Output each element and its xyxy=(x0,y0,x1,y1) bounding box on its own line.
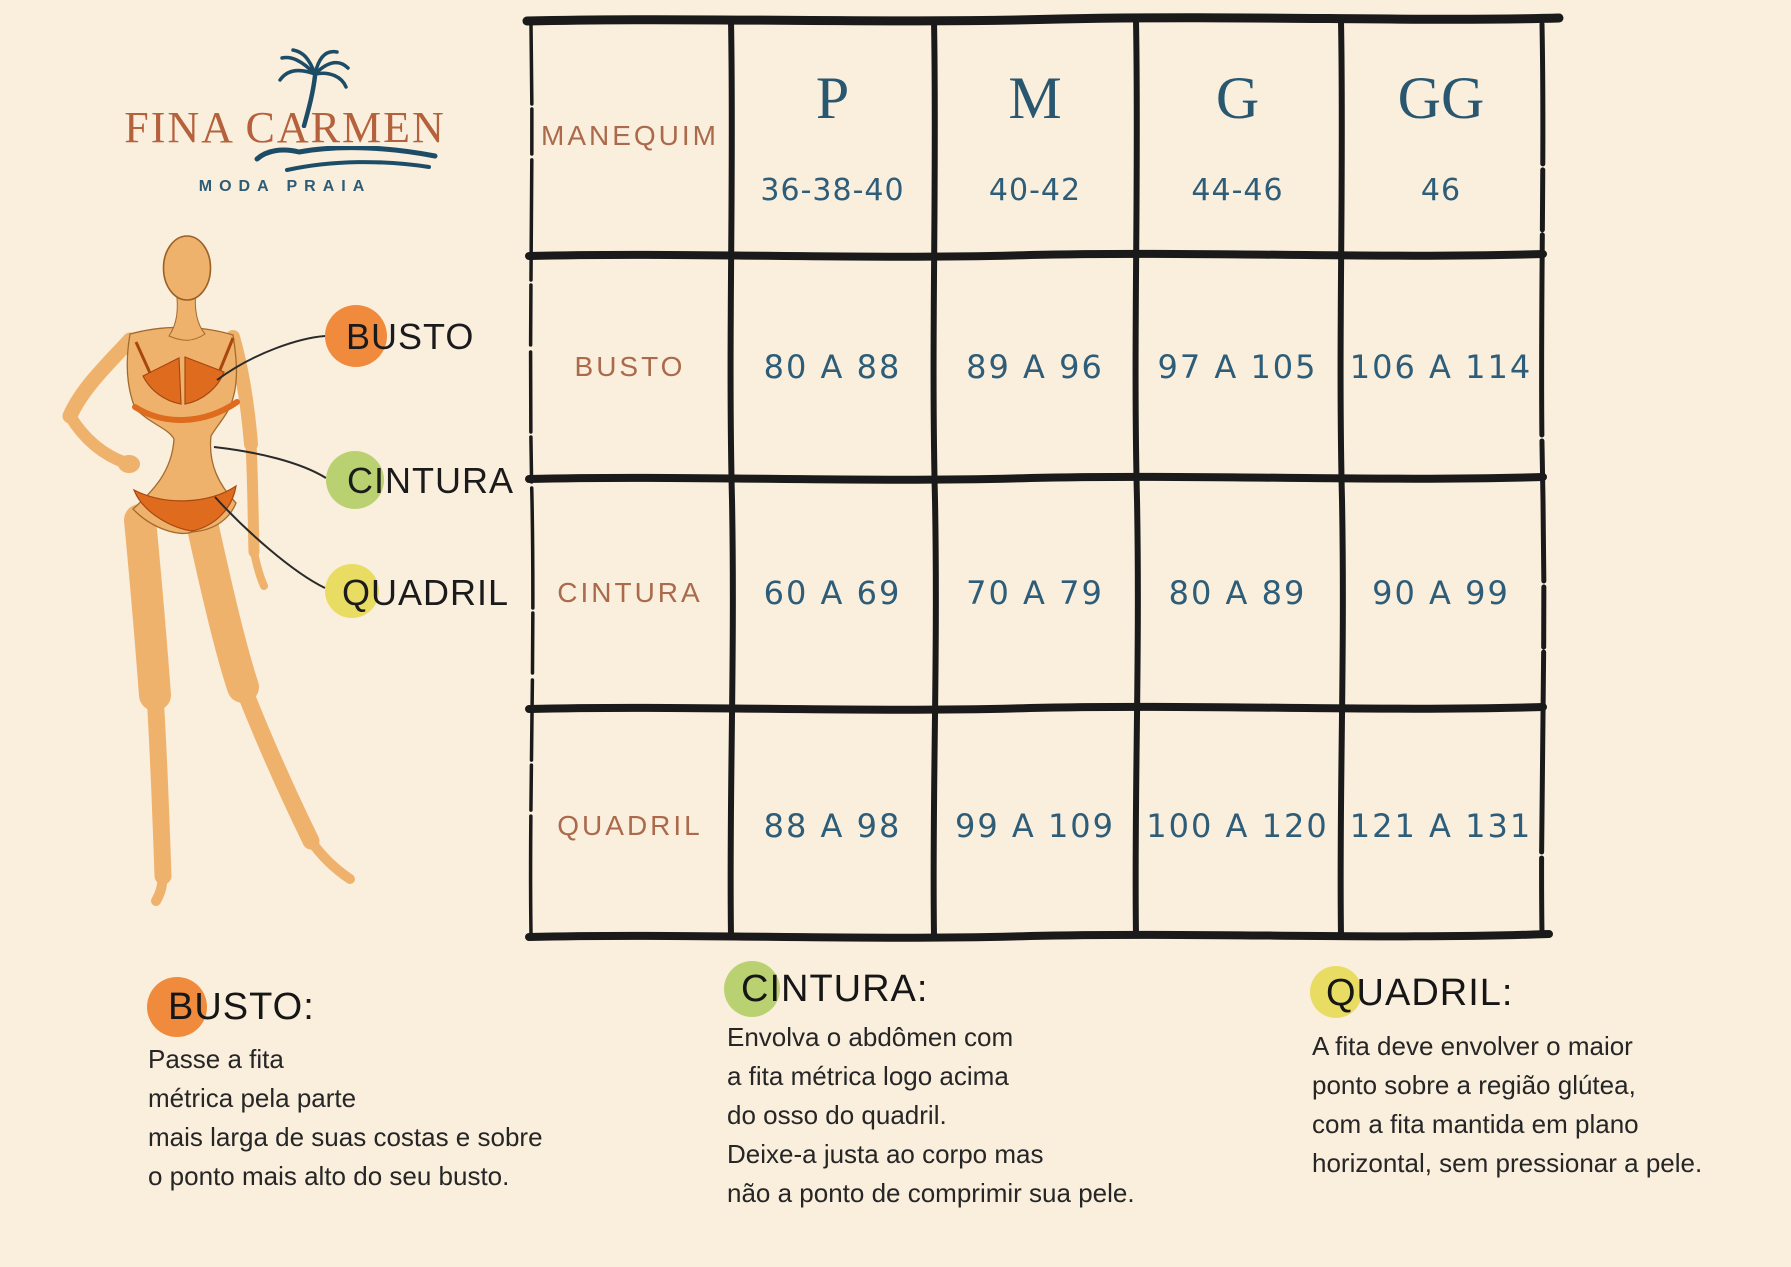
table-cell: 60 A 69 xyxy=(763,574,902,612)
instruction-line: Passe a fita xyxy=(148,1044,284,1074)
table-cell: 80 A 88 xyxy=(763,347,902,386)
instruction-line: métrica pela parte xyxy=(148,1083,357,1113)
bikini-top xyxy=(132,337,240,423)
instruction-line: mais larga de suas costas e sobre xyxy=(148,1122,543,1152)
palm-tree-icon xyxy=(278,48,350,128)
quadril-label: QUADRIL xyxy=(342,572,510,613)
busto-instruction-title: BUSTO: xyxy=(168,986,315,1028)
instruction-line: a fita métrica logo acima xyxy=(727,1061,1009,1091)
table-cell: 100 A 120 xyxy=(1146,806,1329,845)
quadril-instruction-title: QUADRIL: xyxy=(1326,972,1514,1014)
table-cell: 90 A 99 xyxy=(1372,574,1510,612)
busto-instruction-dot xyxy=(147,977,207,1037)
table-cell: 88 A 98 xyxy=(763,806,902,845)
col-header-gg: GG 46 xyxy=(1397,65,1485,208)
col-header-m: M 40-42 xyxy=(988,65,1082,208)
busto-marker-dot xyxy=(325,305,387,367)
instruction-line: ponto sobre a região glútea, xyxy=(1312,1070,1636,1100)
hand-on-hip xyxy=(118,455,140,473)
waves-icon xyxy=(254,146,438,172)
col-header-p: P 36-38-40 xyxy=(760,65,905,208)
cintura-instruction-dot xyxy=(724,961,780,1017)
bikini-bottom xyxy=(132,484,237,532)
instruction-line: do osso do quadril. xyxy=(727,1100,947,1130)
table-cell: 121 A 131 xyxy=(1349,806,1533,845)
instruction-line: Deixe-a justa ao corpo mas xyxy=(727,1139,1044,1169)
instruction-line: horizontal, sem pressionar a pele. xyxy=(1312,1148,1703,1178)
table-cell: 89 A 96 xyxy=(966,347,1104,386)
table-corner-cell: MANEQUIM xyxy=(530,17,730,255)
row-header-quadril: QUADRIL xyxy=(557,809,703,841)
col-header-g: G 44-46 xyxy=(1191,65,1284,208)
cintura-label: CINTURA xyxy=(347,460,514,501)
instruction-line: o ponto mais alto do seu busto. xyxy=(148,1161,510,1191)
row-header-busto: BUSTO xyxy=(574,350,686,382)
quadril-instruction-dot xyxy=(1310,966,1362,1018)
size-table: MANEQUIM P 36-38-40 M 40-42 G 44-46 GG 4… xyxy=(530,17,1542,943)
body-illustration xyxy=(62,235,355,906)
instruction-line: A fita deve envolver o maior xyxy=(1312,1031,1633,1061)
instruction-line: com a fita mantida em plano xyxy=(1312,1109,1639,1139)
corner-label: MANEQUIM xyxy=(541,120,719,151)
row-header-cintura: CINTURA xyxy=(557,577,703,608)
quadril-marker-dot xyxy=(325,564,379,618)
busto-label: BUSTO xyxy=(346,316,475,357)
cintura-marker-dot xyxy=(326,451,384,509)
table-cell: 99 A 109 xyxy=(954,806,1116,845)
instruction-line: Envolva o abdômen com xyxy=(727,1022,1014,1052)
table-cell: 97 A 105 xyxy=(1157,347,1318,386)
table-cell: 80 A 89 xyxy=(1168,574,1307,612)
table-cell: 70 A 79 xyxy=(966,574,1104,612)
brand-tagline: MODA PRAIA xyxy=(198,178,372,195)
brand-name: FINA CARMEN xyxy=(124,103,446,152)
cintura-instruction-title: CINTURA: xyxy=(741,968,929,1010)
instruction-line: não a ponto de comprimir sua pele. xyxy=(727,1178,1135,1208)
table-cell: 106 A 114 xyxy=(1349,347,1533,386)
